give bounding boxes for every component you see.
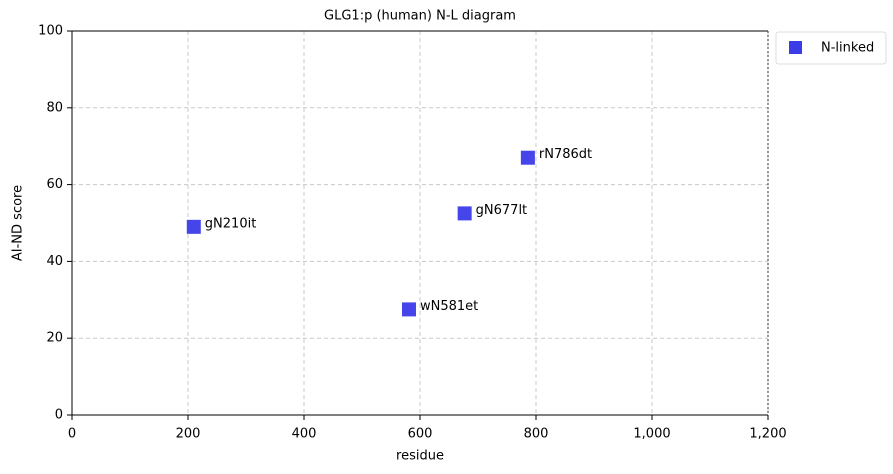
x-axis-label: residue: [396, 449, 444, 464]
y-tick-label: 20: [46, 331, 63, 346]
legend-marker: [789, 41, 802, 54]
legend-box: [775, 31, 887, 65]
chart-title: GLG1:p (human) N-L diagram: [324, 9, 516, 24]
y-tick-label: 60: [46, 177, 63, 192]
point: [186, 219, 201, 234]
y-tick-label: 80: [46, 100, 63, 115]
point: [520, 150, 535, 165]
legend-label: N-linked: [821, 41, 874, 56]
point-label: gN677lt: [476, 203, 528, 218]
y-axis-label: AI-ND score: [11, 185, 26, 261]
y-tick-label: 100: [38, 24, 63, 39]
y-tick-label: 40: [46, 254, 63, 269]
x-tick-label: 1,000: [633, 427, 670, 442]
x-tick-label: 400: [292, 427, 317, 442]
point-label: gN210it: [205, 216, 256, 231]
x-tick-label: 200: [176, 427, 201, 442]
x-tick-label: 0: [68, 427, 76, 442]
point: [457, 206, 472, 221]
point: [401, 302, 416, 317]
x-tick-label: 1,200: [749, 427, 786, 442]
x-tick-label: 600: [408, 427, 433, 442]
point-label: rN786dt: [539, 147, 592, 162]
y-tick-label: 0: [55, 408, 63, 423]
point-label: wN581et: [420, 299, 478, 314]
x-tick-label: 800: [524, 427, 549, 442]
